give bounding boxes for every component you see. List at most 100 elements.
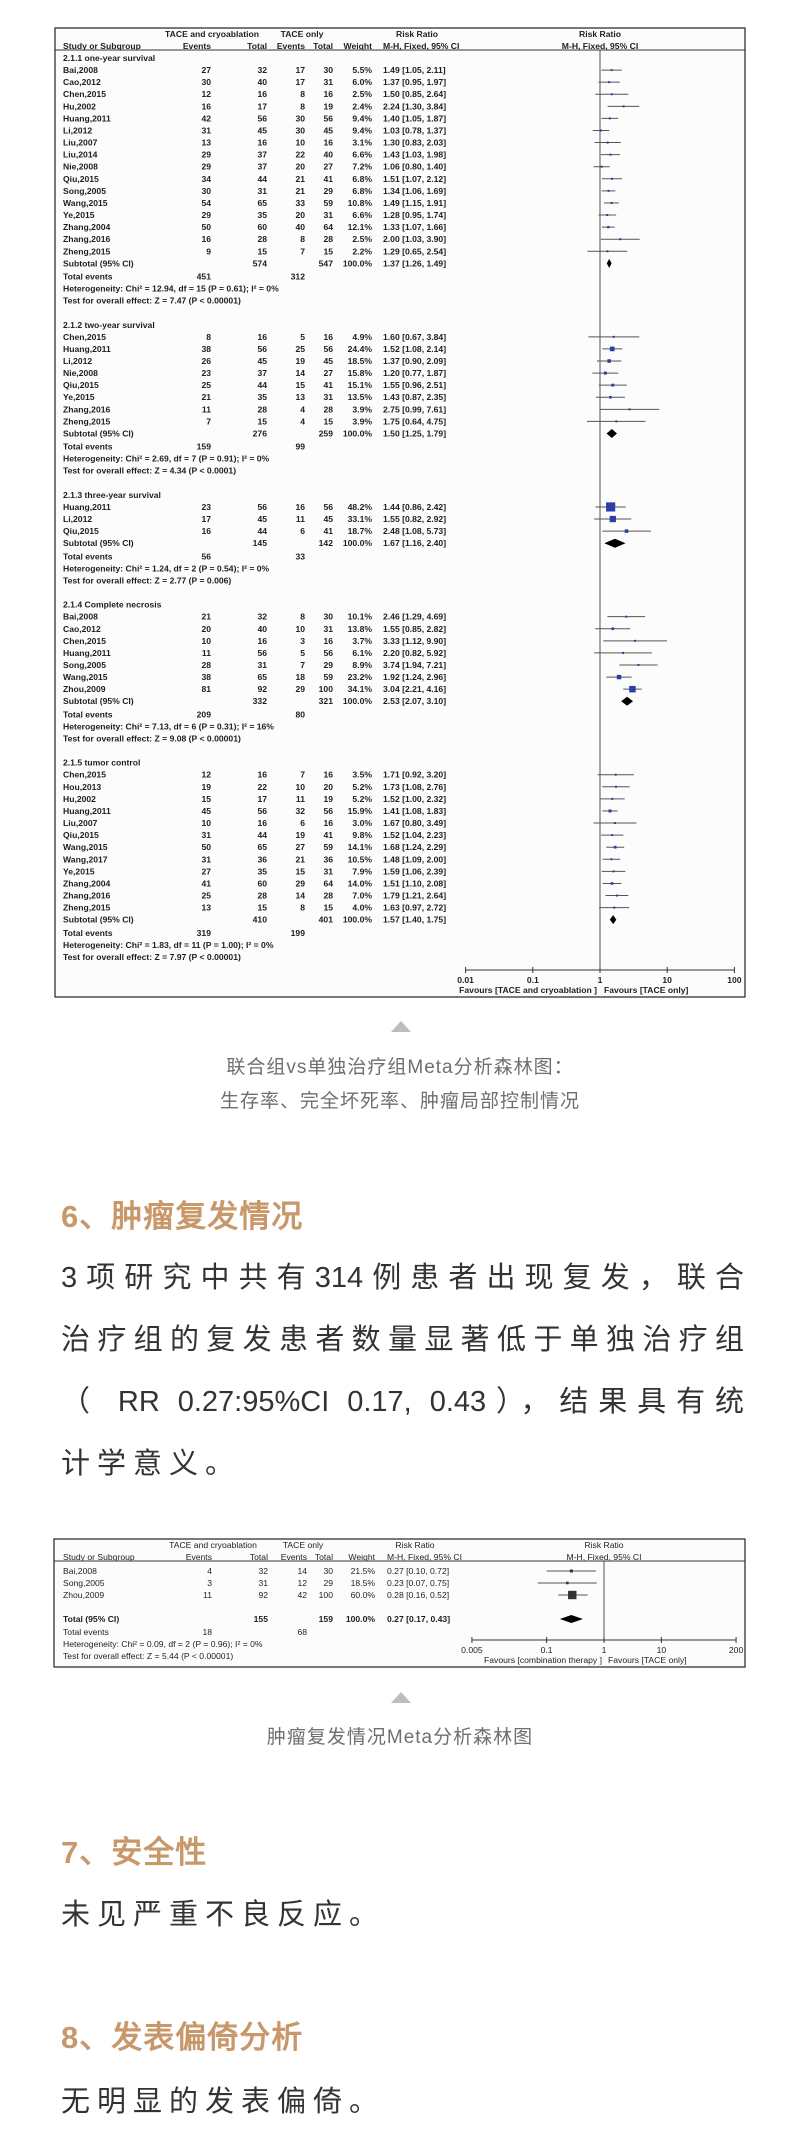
header-group1: TACE and cryoablation [165, 29, 259, 39]
study-name: Huang,2011 [63, 344, 111, 354]
study-risk-ratio: 2.46 [1.29, 4.69] [383, 612, 446, 622]
study-marker [609, 153, 612, 156]
study-weight: 18.7% [348, 526, 373, 536]
study-events2: 29 [295, 684, 305, 694]
total-events1: 319 [197, 928, 212, 938]
subgroup-title: 2.1.5 tumor control [63, 758, 140, 768]
study-total1: 56 [257, 113, 267, 123]
header-group2: TACE only [281, 29, 324, 39]
study-events1: 13 [201, 903, 211, 913]
subtotal-risk-ratio: 0.27 [0.17, 0.43] [387, 1614, 450, 1624]
study-weight: 34.1% [348, 684, 373, 694]
study-name: Song,2005 [63, 186, 106, 196]
study-name: Zhang,2016 [63, 891, 111, 901]
study-events2: 7 [300, 246, 305, 256]
study-events1: 27 [201, 866, 211, 876]
study-name: Zheng,2015 [63, 903, 111, 913]
study-name: Wang,2017 [63, 854, 108, 864]
study-name: Zheng,2015 [63, 416, 111, 426]
study-weight: 18.5% [351, 1578, 376, 1588]
total-events2: 68 [297, 1627, 307, 1637]
total-events-label: Total events [63, 1627, 109, 1637]
study-events1: 21 [201, 612, 211, 622]
study-weight: 10.1% [348, 612, 373, 622]
study-name: Hou,2013 [63, 782, 101, 792]
figure1-caption: 联合组vs单独治疗组Meta分析森林图： 生存率、完全坏死率、肿瘤局部控制情况 [0, 1051, 800, 1119]
study-weight: 5.2% [352, 782, 372, 792]
study-risk-ratio: 1.55 [0.96, 2.51] [383, 380, 446, 390]
study-weight: 5.5% [352, 65, 372, 75]
study-events2: 8 [300, 89, 305, 99]
study-total1: 16 [257, 89, 267, 99]
study-marker [612, 870, 615, 873]
study-weight: 8.9% [352, 660, 372, 670]
study-total1: 36 [257, 854, 267, 864]
subtotal-total1: 145 [253, 538, 268, 548]
study-marker [611, 177, 614, 180]
study-weight: 10.5% [348, 854, 373, 864]
study-marker [606, 214, 609, 217]
study-total1: 17 [257, 101, 267, 111]
study-events1: 50 [201, 842, 211, 852]
header-events1: Events [186, 1552, 212, 1562]
triangle-up-icon [391, 1021, 411, 1032]
overall-effect-text: Test for overall effect: Z = 4.34 (P < 0… [63, 466, 236, 476]
summary-diamond [606, 258, 612, 268]
study-risk-ratio: 3.74 [1.94, 7.21] [383, 660, 446, 670]
subtotal-total2: 547 [319, 258, 334, 268]
study-events2: 6 [300, 818, 305, 828]
study-total1: 16 [257, 818, 267, 828]
study-events1: 29 [201, 210, 211, 220]
summary-diamond [559, 1615, 583, 1623]
overall-effect-text: Test for overall effect: Z = 7.47 (P < 0… [63, 296, 241, 306]
study-total2: 20 [323, 782, 333, 792]
study-total1: 92 [258, 1590, 268, 1600]
study-weight: 3.5% [352, 770, 372, 780]
study-total1: 60 [257, 878, 267, 888]
study-name: Zhou,2009 [63, 1590, 104, 1600]
study-total1: 92 [257, 684, 267, 694]
study-risk-ratio: 1.20 [0.77, 1.87] [383, 368, 446, 378]
section-heading-recurrence: 6、肿瘤复发情况 [61, 1199, 304, 1234]
subtotal-total1: 574 [253, 258, 268, 268]
study-weight: 21.5% [351, 1566, 376, 1576]
study-marker [599, 129, 602, 132]
study-risk-ratio: 1.06 [0.80, 1.40] [383, 162, 446, 172]
study-total2: 64 [323, 222, 333, 232]
study-marker [625, 615, 628, 618]
study-events1: 41 [201, 878, 211, 888]
summary-diamond [621, 696, 634, 706]
study-name: Wang,2015 [63, 842, 108, 852]
study-total1: 45 [257, 125, 267, 135]
heterogeneity-text: Heterogeneity: Chi² = 2.69, df = 7 (P = … [63, 454, 270, 464]
study-name: Liu,2014 [63, 150, 98, 160]
overall-effect-text: Test for overall effect: Z = 7.97 (P < 0… [63, 952, 241, 962]
x-axis-tick-label: 0.005 [461, 1645, 483, 1655]
study-total2: 19 [323, 101, 333, 111]
study-risk-ratio: 1.29 [0.65, 2.54] [383, 246, 446, 256]
x-axis-tick-label: 0.1 [527, 975, 539, 985]
study-weight: 48.2% [348, 502, 373, 512]
study-name: Hu,2002 [63, 101, 96, 111]
study-marker [609, 395, 612, 399]
header-events2: Events [281, 1552, 307, 1562]
study-total1: 28 [257, 891, 267, 901]
heterogeneity-text: Heterogeneity: Chi² = 0.09, df = 2 (P = … [63, 1639, 263, 1649]
study-total2: 56 [323, 502, 333, 512]
forest-plot-survival-necrosis-control: TACE and cryoablation TACE only Risk Ratio… [54, 27, 746, 998]
study-name: Nie,2008 [63, 368, 98, 378]
x-axis-tick-label: 10 [657, 1645, 667, 1655]
study-marker [607, 189, 610, 192]
study-total2: 16 [323, 138, 333, 148]
section-paragraph-recurrence: 3项研究中共有314例患者出现复发，联合 治疗组的复发患者数量显著低于单独治疗组… [61, 1247, 744, 1495]
study-weight: 6.8% [352, 174, 372, 184]
study-events1: 21 [201, 392, 211, 402]
study-events2: 4 [300, 404, 305, 414]
study-name: Zhang,2016 [63, 404, 111, 414]
subtotal-label: Total (95% CI) [63, 1614, 119, 1624]
study-weight: 6.6% [352, 150, 372, 160]
study-events2: 11 [296, 514, 305, 524]
study-name: Qiu,2015 [63, 526, 99, 536]
section-text-safety: 未见严重不良反应。 [61, 1899, 386, 1931]
study-marker [622, 105, 625, 108]
